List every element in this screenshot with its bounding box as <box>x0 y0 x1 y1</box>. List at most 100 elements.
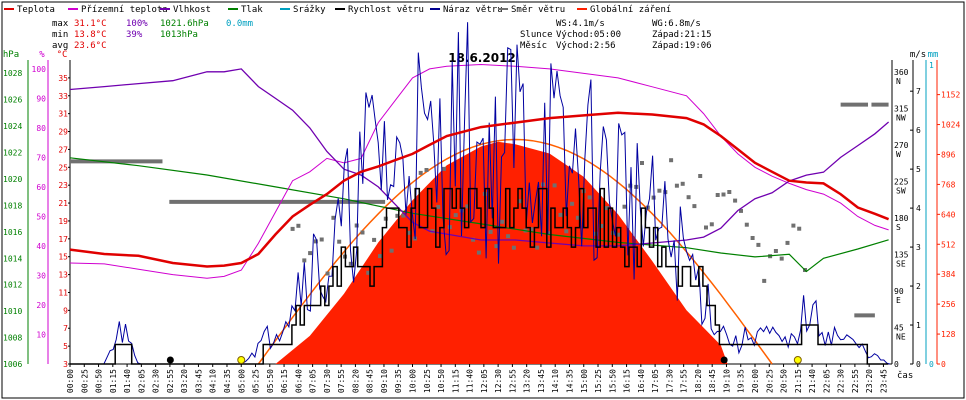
wind-direction-point <box>570 201 575 206</box>
x-tick-label: 09:35 <box>394 369 403 393</box>
wind-direction-point <box>616 232 621 237</box>
humidity-unit: % <box>39 50 45 60</box>
wind-speed-tick: 7 <box>916 87 921 96</box>
wind-direction-point <box>378 254 382 259</box>
wind-dir-name: S <box>896 223 901 232</box>
x-tick-label: 15:25 <box>594 369 603 393</box>
x-tick-label: 06:40 <box>294 369 303 393</box>
radiation-tick: 0 <box>941 360 946 369</box>
stats-min-label: min <box>52 30 68 40</box>
stats-max-label: max <box>52 19 69 29</box>
wind-direction-point <box>657 188 662 193</box>
wind-dir-name: E <box>896 296 901 305</box>
wind-dir-tick: 225 <box>894 178 909 187</box>
pressure-tick: 1006 <box>3 360 22 369</box>
wind-direction-point <box>773 249 778 253</box>
temperature-tick: 5 <box>63 342 68 351</box>
stats-max-rain: 0.0mm <box>226 19 253 29</box>
wind-direction-point <box>290 226 295 231</box>
x-tick-label: 15:00 <box>580 369 589 393</box>
wind-direction-point <box>354 223 359 228</box>
wind-dir-tick: 0 <box>894 360 899 369</box>
wind-direction-point <box>366 270 371 275</box>
x-tick-label: 00:25 <box>80 369 89 393</box>
temperature-tick: 29 <box>58 128 68 137</box>
x-tick-label: 03:45 <box>194 369 203 393</box>
x-tick-label: 16:15 <box>623 369 632 393</box>
x-tick-label: 22:05 <box>822 369 831 393</box>
wind-direction-point <box>605 206 609 211</box>
wind-dir-tick: 270 <box>894 141 909 150</box>
x-axis-label: čas <box>897 370 913 381</box>
wind-direction-point <box>424 168 429 172</box>
x-tick-label: 17:30 <box>665 369 674 393</box>
pressure-tick: 1024 <box>3 122 22 131</box>
wind-direction-point <box>674 183 679 188</box>
x-tick-label: 11:40 <box>466 369 475 393</box>
wind-direction-point <box>407 230 412 235</box>
wind-direction-point <box>465 204 470 209</box>
radiation-tick: 384 <box>941 270 956 279</box>
stats-block: max 31.1°C 100% 1021.6hPa 0.0mm min 13.8… <box>52 19 253 51</box>
x-tick-label: 20:50 <box>780 369 789 393</box>
wind-direction-point <box>313 239 318 244</box>
humidity-tick: 60 <box>36 183 46 192</box>
wind-dir-tick: 90 <box>894 287 904 296</box>
radiation-tick: 1024 <box>941 121 960 130</box>
pressure-tick: 1014 <box>3 254 22 263</box>
x-tick-label: 04:35 <box>223 369 232 393</box>
chart-title: 18.6.2012 <box>448 51 516 65</box>
info-sun-set: Západ:21:15 <box>652 30 712 40</box>
astro-info: WS:4.1m/s WG:6.8m/s Slunce Východ:05:00 … <box>520 19 712 51</box>
pressure-unit: hPa <box>3 50 19 60</box>
x-tick-label: 08:20 <box>351 369 360 393</box>
x-tick-label: 12:55 <box>508 369 517 393</box>
x-tick-label: 19:35 <box>737 369 746 393</box>
x-tick-label: 01:15 <box>109 369 118 393</box>
humidity-tick: 100 <box>32 65 47 74</box>
x-tick-label: 22:55 <box>851 369 860 393</box>
x-tick-label: 02:05 <box>137 369 146 393</box>
wind-direction-point <box>599 224 604 228</box>
x-tick-label: 17:05 <box>651 369 660 393</box>
x-tick-label: 02:55 <box>166 369 175 393</box>
wind-direction-point <box>500 219 505 224</box>
temperature-tick: 27 <box>58 145 68 154</box>
temperature-tick: 17 <box>58 235 68 244</box>
legend-entry: Tlak <box>241 5 263 15</box>
wind-direction-point <box>546 231 551 236</box>
legend-entry: Vlhkost <box>173 5 211 15</box>
moon-marker <box>720 356 728 364</box>
legend: Teplota Přízemní teplota Vlhkost Tlak Srážky… <box>4 5 671 15</box>
wind-dir-name: SE <box>896 260 906 269</box>
wind-direction-point <box>739 208 743 213</box>
info-moon-label: Měsíc <box>520 41 547 51</box>
wind-speed-tick: 4 <box>916 204 921 213</box>
wind-dir-name: W <box>896 150 901 159</box>
legend-entry: Srážky <box>293 5 326 15</box>
x-tick-label: 22:30 <box>837 369 846 393</box>
wind-dir-tick: 360 <box>894 68 909 77</box>
wind-speed-tick: 1 <box>916 321 921 330</box>
info-ws: WS:4.1m/s <box>556 19 605 29</box>
wind-direction-point <box>721 192 726 197</box>
wind-direction-point <box>680 181 685 186</box>
wind-direction-point <box>651 195 656 200</box>
wind-direction-point <box>325 271 330 276</box>
temperature-tick: 31 <box>58 110 68 119</box>
x-tick-label: 07:55 <box>337 369 346 393</box>
wind-direction-point <box>686 195 691 200</box>
pressure-tick: 1008 <box>3 334 22 343</box>
radiation-tick: 640 <box>941 210 956 219</box>
wind-direction-point <box>704 225 708 230</box>
temperature-tick: 19 <box>58 217 68 226</box>
sun-marker <box>793 356 802 364</box>
x-tick-label: 21:40 <box>808 369 817 393</box>
wind-direction-point <box>750 236 755 240</box>
x-tick-label: 10:50 <box>437 369 446 393</box>
wind-direction-point <box>575 215 580 220</box>
pressure-tick: 1018 <box>3 201 22 210</box>
x-tick-label: 20:00 <box>751 369 760 393</box>
